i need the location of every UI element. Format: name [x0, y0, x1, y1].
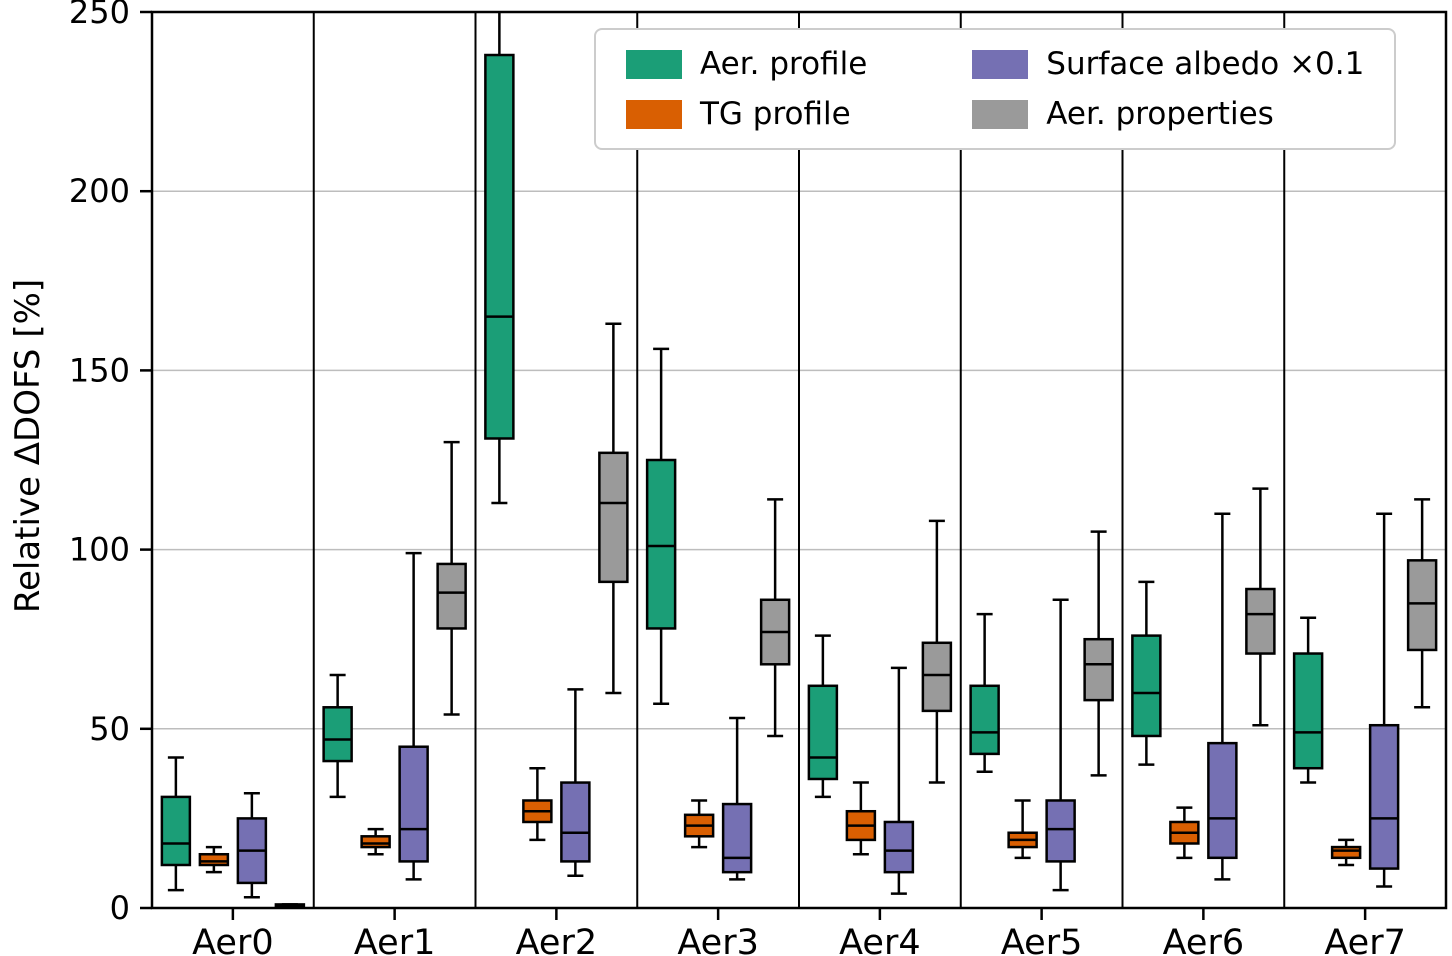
x-tick-label: Aer4	[839, 923, 921, 956]
legend-entry: Aer. profile	[626, 46, 867, 82]
box	[1045, 799, 1076, 863]
y-tick-label: 250	[69, 0, 130, 31]
box	[721, 802, 753, 874]
box	[1406, 559, 1438, 652]
legend-label: Aer. profile	[700, 46, 868, 82]
x-tick-label: Aer6	[1163, 923, 1245, 956]
x-tick-label: Aer1	[354, 923, 436, 956]
box	[921, 641, 953, 713]
legend-entry: TG profile	[626, 96, 867, 132]
plot-border	[150, 10, 1448, 910]
box	[645, 458, 677, 630]
y-tick-label: 100	[69, 531, 130, 569]
y-tick-label: 200	[69, 172, 130, 210]
box	[484, 53, 515, 440]
x-tick-label: Aer7	[1324, 923, 1406, 956]
box	[1292, 652, 1324, 770]
legend-label: Aer. properties	[1046, 96, 1274, 132]
box	[1083, 637, 1114, 702]
boxes-layer	[160, 12, 1438, 908]
x-tick-label: Aer2	[516, 923, 598, 956]
x-tick-label: Aer5	[1001, 923, 1083, 956]
box	[360, 835, 391, 849]
box	[1245, 587, 1276, 655]
y-axis-label: Relative ΔDOFS [%]	[8, 278, 48, 614]
box	[198, 852, 230, 867]
legend-entry: Aer. properties	[972, 96, 1364, 132]
box	[807, 684, 839, 781]
box	[598, 451, 629, 584]
y-tick-label: 50	[89, 710, 130, 748]
legend-swatch-tg-profile	[626, 99, 682, 129]
legend-label: TG profile	[700, 96, 851, 132]
x-tick-label: Aer0	[192, 923, 274, 956]
box	[160, 795, 192, 867]
x-tick-label: Aer3	[677, 923, 759, 956]
legend-swatch-aer-properties	[972, 99, 1029, 129]
legend-entry: Surface albedo ×0.1	[972, 46, 1364, 82]
box	[1131, 634, 1162, 738]
box	[560, 781, 591, 863]
box	[436, 562, 467, 630]
legend: Aer. profile TG profile Surface albedo ×…	[594, 28, 1397, 150]
legend-swatch-aer-profile	[626, 49, 682, 79]
y-tick-label: 150	[69, 351, 130, 389]
box	[398, 745, 429, 863]
box	[1330, 845, 1362, 860]
legend-swatch-surface-albedo	[972, 49, 1029, 79]
y-tick-label: 0	[110, 889, 130, 927]
box	[1368, 723, 1400, 870]
box	[322, 706, 353, 763]
box	[883, 820, 915, 874]
box	[1207, 741, 1238, 860]
legend-label: Surface albedo ×0.1	[1046, 46, 1365, 82]
box	[969, 684, 1000, 756]
